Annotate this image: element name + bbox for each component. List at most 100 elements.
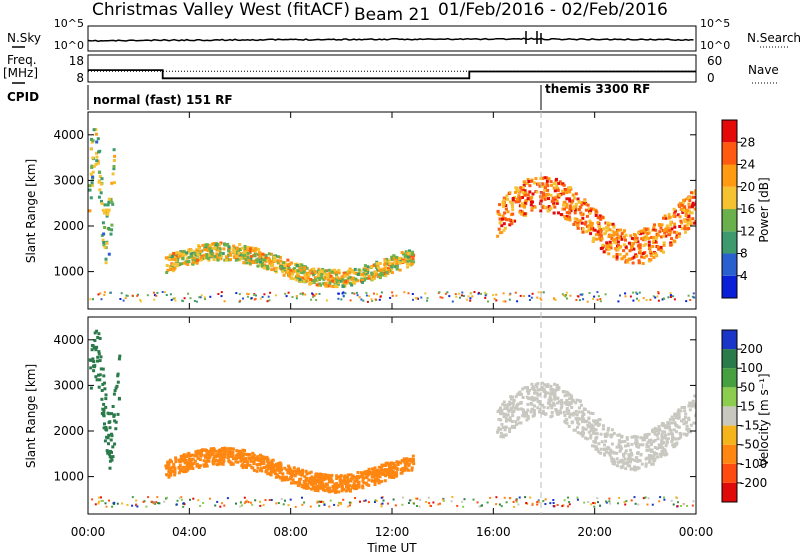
data-cell [652,225,656,229]
data-cell [96,359,99,363]
data-cell [323,272,326,276]
data-cell [238,293,241,296]
data-cell [585,214,589,218]
data-cell [274,468,278,472]
data-cell [375,266,378,269]
data-cell [184,260,188,264]
data-cell [190,254,193,258]
data-cell [664,227,668,231]
data-cell [274,294,277,297]
data-cell [195,454,199,458]
data-cell [351,276,355,280]
data-cell [454,293,457,296]
data-cell [649,254,653,258]
data-cell [91,498,94,501]
data-cell [672,207,676,211]
data-cell [334,285,338,289]
data-cell [596,298,599,301]
data-cell [484,296,487,299]
data-cell [295,263,299,267]
data-cell [555,412,559,415]
colorbar-cell [722,330,737,350]
data-cell [641,231,645,235]
data-cell [548,401,551,405]
data-cell [639,443,642,447]
data-cell [227,455,231,459]
data-cell [557,410,561,414]
data-cell [508,430,512,433]
data-cell [103,422,106,426]
colorbar-cell [722,209,737,232]
data-cell [99,182,103,186]
data-cell [229,462,233,466]
data-cell [193,251,197,255]
data-cell [108,426,112,430]
data-cell [323,473,327,477]
data-cell [601,427,605,431]
data-cell [373,473,377,477]
data-cell [117,357,121,361]
data-cell [615,445,619,449]
data-cell [642,297,645,300]
data-cell [504,425,507,429]
data-cell [644,230,648,234]
data-cell [497,426,501,430]
data-cell [100,202,104,206]
data-cell [271,468,275,472]
data-cell [386,462,390,466]
data-cell [498,231,502,235]
data-cell [205,464,209,468]
data-cell [266,472,270,476]
data-cell [291,272,294,276]
data-cell [632,299,635,302]
data-cell [403,291,406,294]
data-cell [320,270,324,274]
data-cell [319,486,323,490]
data-cell [276,255,280,259]
data-cell [307,479,311,483]
data-cell [660,449,664,453]
data-cell [637,261,641,265]
data-cell [427,496,430,499]
data-cell [198,252,202,256]
data-cell [638,246,642,250]
data-cell [575,413,579,417]
data-cell [508,419,512,422]
data-cell [245,261,249,265]
data-cell [582,407,586,411]
data-cell [546,391,550,395]
data-cell [462,505,465,508]
data-cell [691,195,695,199]
data-cell [683,220,687,224]
data-cell [586,423,590,427]
data-cell [668,418,672,422]
data-cell [613,240,617,244]
data-cell [250,501,252,504]
data-cell [158,502,161,505]
data-cell [643,433,647,437]
data-cell [286,269,290,273]
data-cell [183,457,187,461]
data-cell [248,456,252,460]
data-cell [109,198,113,201]
data-cell [647,240,651,244]
data-cell [381,468,385,472]
data-cell [347,276,351,280]
data-cell [175,251,179,255]
velocity-data [88,329,696,508]
data-cell [356,272,360,276]
data-cell [679,208,683,211]
data-cell [549,387,553,391]
colorbar-tick-label: 12 [740,224,755,238]
data-cell [670,499,673,502]
data-cell [516,417,520,421]
data-cell [576,226,580,230]
data-cell [174,299,177,302]
data-cell [539,297,542,300]
data-cell [522,295,525,298]
data-cell [593,505,596,508]
data-cell [261,252,265,256]
data-cell [549,193,553,197]
data-cell [218,247,222,251]
data-cell [535,397,539,401]
